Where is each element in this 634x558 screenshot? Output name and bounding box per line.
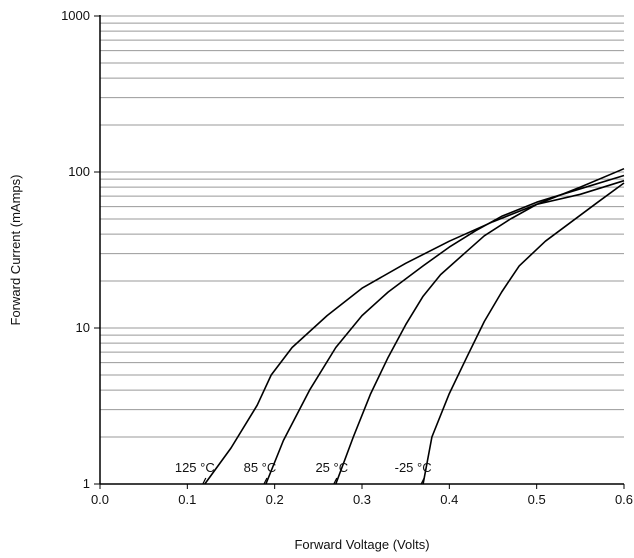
grid [100,15,624,438]
curve-line [265,174,625,485]
x-tick-label: 0.0 [91,492,109,507]
x-tick-label: 0.2 [266,492,284,507]
curve-leader [333,477,338,485]
curve-leader [263,477,268,485]
curve-line [422,182,625,485]
curve-label: 25 °C [315,460,348,475]
curve-leader [420,477,425,485]
curves [204,167,625,485]
y-axis-title: Forward Current (mAmps) [8,175,23,326]
y-tick-label: 100 [68,164,90,179]
x-tick-label: 0.3 [353,492,371,507]
tick-labels: 0.0 0.1 0.2 0.3 0.4 0.5 0.6 1 10 100 1000 [61,8,633,507]
curve-label: -25 °C [395,460,432,475]
x-tick-label: 0.4 [440,492,458,507]
x-axis-title: Forward Voltage (Volts) [294,537,429,552]
axes [94,15,625,489]
x-tick-label: 0.6 [615,492,633,507]
y-tick-label: 10 [76,320,90,335]
y-tick-label: 1 [83,476,90,491]
curve-line [335,179,625,485]
y-tick-label: 1000 [61,8,90,23]
x-tick-label: 0.1 [178,492,196,507]
curve-label: 85 °C [244,460,277,475]
curve-label: 125 °C [175,460,215,475]
curve-labels: 125 °C 85 °C 25 °C -25 °C [175,460,432,485]
curve-leader [202,477,207,485]
x-tick-label: 0.5 [528,492,546,507]
